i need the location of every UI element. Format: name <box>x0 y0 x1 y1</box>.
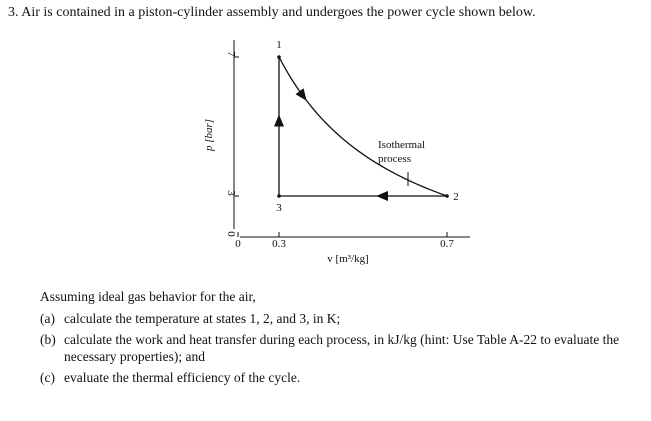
part-text: evaluate the thermal efficiency of the c… <box>64 370 301 385</box>
part-text: calculate the temperature at states 1, 2… <box>64 311 341 326</box>
x-tick-label: 0.3 <box>272 238 286 250</box>
part: (a) calculate the temperature at states 1… <box>40 310 640 327</box>
annotation: process <box>378 153 411 165</box>
part-label: (c) <box>40 370 55 385</box>
y-tick-label: 0 <box>225 231 237 237</box>
x-axis-label: v [m³/kg] <box>327 253 369 265</box>
x-tick-label: 0.7 <box>440 238 454 250</box>
part-text: calculate the work and heat transfer dur… <box>64 332 620 364</box>
parts: (a) calculate the temperature at states 1… <box>40 310 640 390</box>
direction-arrow <box>274 114 284 127</box>
part-label: (a) <box>40 311 55 326</box>
state-point <box>445 194 449 198</box>
question-text: Air is contained in a piston-cylinder as… <box>21 5 536 20</box>
x-tick-label: 0 <box>235 238 241 250</box>
state-label: 3 <box>276 202 282 214</box>
state-label: 1 <box>276 39 282 51</box>
question-number: 3. <box>8 5 19 20</box>
state-point <box>277 55 281 59</box>
direction-arrow <box>376 191 388 201</box>
isothermal-process-1-2 <box>278 56 448 197</box>
question: 3. Air is contained in a piston-cylinder… <box>8 5 536 21</box>
y-tick-label: 7 <box>225 51 237 57</box>
state-point <box>277 194 281 198</box>
y-tick-label: 3 <box>225 190 237 196</box>
state-label: 2 <box>453 191 459 203</box>
part-label: (b) <box>40 332 56 347</box>
annotation: Isothermal <box>378 139 425 151</box>
y-axis-label: p [bar] <box>203 119 215 152</box>
direction-arrow <box>295 88 307 101</box>
intro: Assuming ideal gas behavior for the air, <box>40 289 256 304</box>
figure: 0 3 7 0 0.3 0.7 p [bar] v [m³/kg] 1 2 3 Isothermal p… <box>203 39 470 265</box>
part: (b) calculate the work and heat transfer … <box>40 331 640 365</box>
part: (c) evaluate the thermal efficiency of th… <box>40 369 640 386</box>
